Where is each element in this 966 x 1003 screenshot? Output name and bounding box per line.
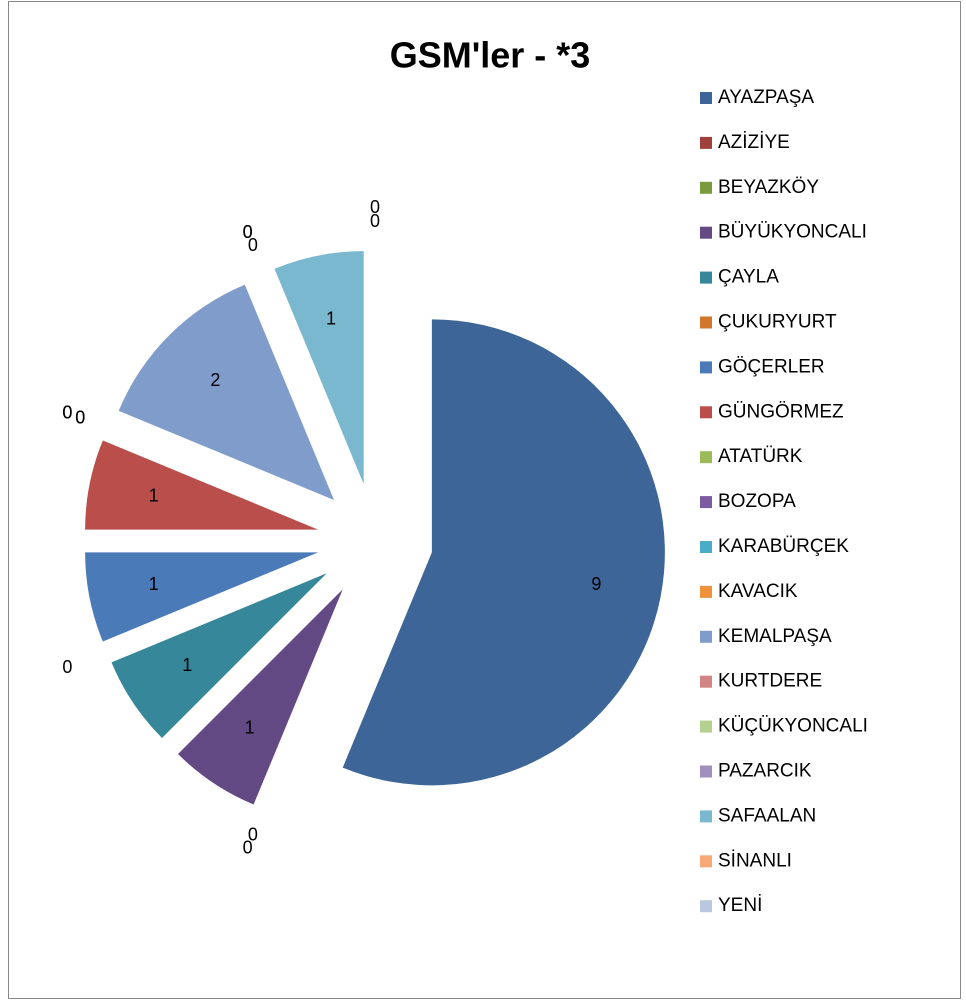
data-label: 1 — [182, 655, 192, 675]
legend-label: ATATÜRK — [718, 446, 803, 467]
legend-swatch — [700, 765, 712, 778]
data-label: 2 — [210, 370, 220, 390]
legend-label: BEYAZKÖY — [718, 177, 819, 198]
pie-slice — [118, 284, 334, 500]
data-label: 1 — [245, 717, 255, 737]
legend-swatch — [700, 496, 712, 509]
legend-swatch — [700, 900, 712, 913]
data-label: 0 — [248, 235, 258, 255]
data-label: 0 — [62, 402, 72, 422]
data-label: 9 — [591, 574, 601, 594]
legend-label: AYAZPAŞA — [718, 87, 814, 108]
legend-swatch — [700, 92, 712, 104]
data-label: 0 — [75, 408, 85, 428]
legend-label: SİNANLI — [718, 850, 792, 871]
legend-swatch — [700, 181, 712, 194]
legend-swatch — [700, 271, 712, 284]
legend-swatch — [700, 316, 712, 329]
data-label: 0 — [243, 222, 253, 242]
legend-swatch — [700, 855, 712, 868]
legend-swatch — [700, 585, 712, 598]
legend-swatch — [700, 451, 712, 464]
legend-label: KEMALPAŞA — [718, 626, 832, 647]
legend-swatch — [700, 630, 712, 643]
legend-swatch — [700, 810, 712, 823]
legend-swatch — [700, 226, 712, 239]
legend-swatch — [700, 406, 712, 419]
data-label: 0 — [243, 222, 253, 242]
data-label: 0 — [62, 402, 72, 422]
pie-slice — [342, 319, 665, 786]
legend-label: KÜÇÜKYONCALI — [718, 716, 868, 737]
legend-label: AZİZİYE — [718, 132, 790, 153]
legend-label: GÜNGÖRMEZ — [718, 401, 844, 422]
legend-swatch — [700, 361, 712, 374]
data-label: 0 — [370, 211, 380, 231]
legend-label: BÜYÜKYONCALI — [718, 222, 867, 243]
data-label: 0 — [370, 197, 380, 217]
data-label: 0 — [243, 837, 253, 857]
legend-swatch — [700, 541, 712, 553]
legend-label: KURTDERE — [718, 671, 822, 692]
legend-label: GÖÇERLER — [718, 356, 825, 377]
pie-slice — [85, 552, 319, 642]
data-label: 0 — [248, 824, 258, 844]
legend-swatch — [700, 720, 712, 733]
data-label: 0 — [62, 657, 72, 677]
legend-label: KAVACIK — [718, 581, 798, 602]
pie-slice — [274, 251, 364, 485]
legend-swatch — [700, 675, 712, 688]
legend-label: ÇUKURYURT — [718, 312, 837, 333]
data-label: 1 — [326, 308, 336, 328]
pie-slice — [85, 440, 319, 530]
chart-title: GSM'ler - *3 — [390, 35, 591, 76]
legend-label: YENİ — [718, 895, 762, 916]
pie-slice — [178, 589, 343, 805]
legend-label: SAFAALAN — [718, 805, 816, 826]
legend-label: KARABÜRÇEK — [718, 536, 849, 557]
data-label: 1 — [149, 574, 159, 594]
data-label: 1 — [149, 486, 159, 506]
pie-slice — [111, 573, 327, 738]
data-label: 0 — [75, 408, 85, 428]
legend-label: ÇAYLA — [718, 267, 779, 288]
legend-label: PAZARCIK — [718, 761, 812, 782]
legend-label: BOZOPA — [718, 491, 796, 512]
legend-swatch — [700, 136, 712, 149]
